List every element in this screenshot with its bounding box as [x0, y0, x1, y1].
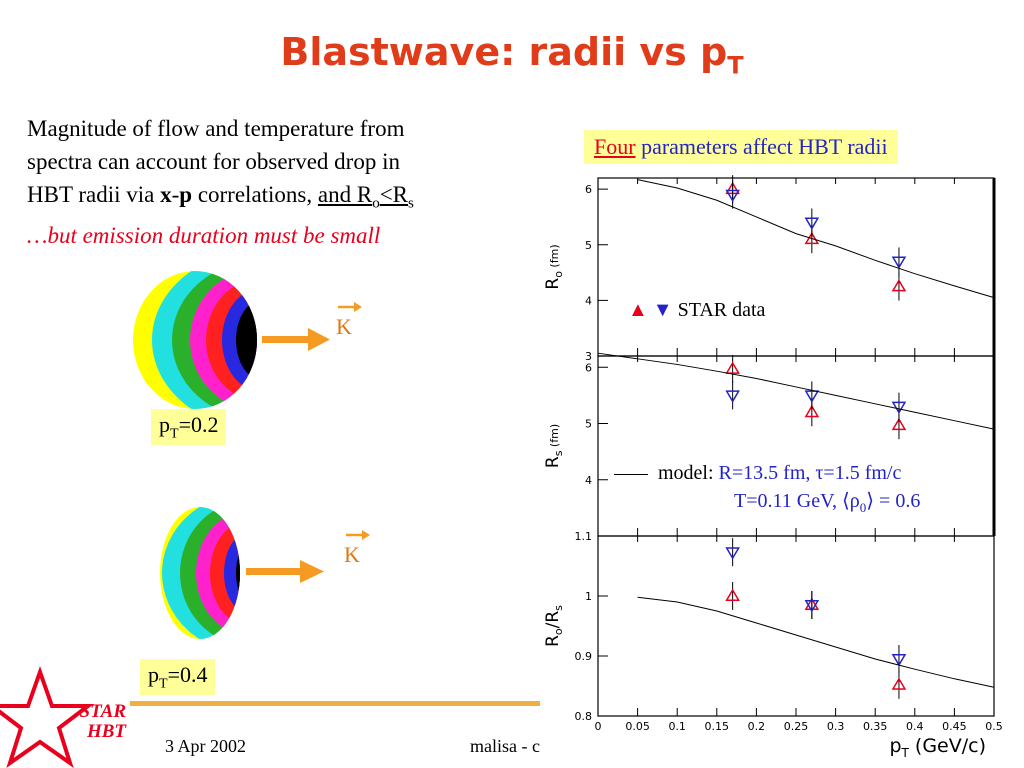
source-illustration-pt02 [133, 271, 257, 409]
y-axis-label: Rs (fm) [543, 424, 565, 468]
y-tick-label: 4 [585, 294, 592, 307]
pair-momentum-label-1: K [336, 314, 352, 339]
data-point-red [725, 588, 740, 601]
data-point-blue [725, 547, 740, 560]
intro-text: Magnitude of flow and temperature from s… [27, 116, 414, 212]
model-line-icon [614, 473, 648, 475]
x-tick-label: 0.15 [705, 720, 730, 733]
pt-label-box-1: pT=0.2 [151, 409, 227, 446]
plot-frame [597, 535, 995, 717]
y-tick-label: 5 [585, 418, 592, 431]
y-tick-label: 3 [585, 350, 592, 363]
data-point-blue [891, 256, 907, 269]
plot-panel-1: 3 4 5 6 Ro (fm) [543, 175, 996, 363]
data-point-blue [804, 390, 820, 403]
y-tick-label: 6 [585, 183, 592, 196]
star-logo-icon [0, 665, 94, 768]
x-tick-label: 0.3 [827, 720, 845, 733]
data-point-blue [891, 401, 907, 415]
x-tick-label: 0.1 [668, 720, 686, 733]
footer-divider [130, 701, 540, 706]
x-tick-label: 0.35 [863, 720, 888, 733]
legend-model: model: R=13.5 fm, τ=1.5 fm/c T=0.11 GeV,… [614, 459, 920, 522]
x-tick-label: 0.05 [625, 720, 650, 733]
footer-author: malisa - c [470, 736, 540, 756]
model-curve [637, 596, 995, 688]
k-vector-arrow-1 [338, 302, 362, 312]
pt-label-box-2: pT=0.4 [140, 659, 216, 696]
pair-arrow-1 [262, 328, 330, 351]
pair-arrow-2 [246, 560, 324, 583]
four-parameters-box: Four parameters affect HBT radii [584, 130, 898, 164]
data-point-blue [725, 189, 740, 203]
data-point-blue [804, 217, 820, 230]
data-point-red [891, 417, 907, 431]
slide-title: Blastwave: radii vs pT [280, 30, 744, 80]
model-curve [637, 179, 995, 299]
source-ring-blue [224, 533, 240, 613]
y-tick-label: 1 [585, 590, 592, 603]
source-ring-blue [222, 288, 257, 392]
data-point-red [891, 278, 907, 292]
plot-panel-2: 4 5 6 Rs (fm) [543, 352, 996, 537]
data-point-blue [725, 390, 740, 403]
legend-star-data: ▲ ▼ STAR data [628, 299, 766, 321]
x-tick-label: 0 [595, 720, 602, 733]
model-curve [597, 352, 995, 430]
x-tick-label: 0.2 [748, 720, 766, 733]
triangle-up-icon: ▲ [628, 299, 648, 321]
data-point-blue [804, 600, 820, 613]
data-point-red [804, 231, 820, 245]
data-point-blue [891, 654, 907, 667]
y-tick-label: 5 [585, 239, 592, 252]
x-axis-label: pT (GeV/c) [889, 735, 986, 760]
plot-panel-3: 0.8 0.9 1 1.1 0 0.05 0.1 0.15 0.2 0.25 0.3 0.35 0.4 0… [543, 530, 1003, 760]
y-tick-label: 1.1 [575, 530, 593, 543]
y-axis-label: Ro (fm) [543, 244, 565, 289]
data-point-red [725, 361, 740, 374]
caveat-text: …but emission duration must be small [27, 223, 381, 248]
y-axis-label: Ro/Rs [543, 605, 565, 647]
k-vector-arrow-2 [346, 530, 370, 540]
y-tick-label: 0.9 [575, 650, 593, 663]
source-ring-red [210, 521, 240, 625]
triangle-down-icon: ▼ [652, 299, 673, 321]
x-tick-label: 0.45 [942, 720, 967, 733]
plot-frame [597, 177, 995, 357]
y-tick-label: 4 [585, 474, 592, 487]
data-point-red [804, 404, 820, 418]
y-tick-label: 6 [585, 361, 592, 374]
x-tick-label: 0.5 [985, 720, 1003, 733]
data-point-red [891, 677, 907, 690]
y-tick-label: 0.8 [575, 710, 593, 723]
source-illustration-pt04 [160, 507, 240, 639]
star-hbt-logo-text: STAR HBT [79, 701, 126, 742]
x-tick-label: 0.4 [906, 720, 924, 733]
footer-date: 3 Apr 2002 [165, 736, 246, 756]
x-tick-label: 0.25 [784, 720, 809, 733]
pair-momentum-label-2: K [344, 542, 360, 567]
source-ring-black [236, 300, 257, 380]
